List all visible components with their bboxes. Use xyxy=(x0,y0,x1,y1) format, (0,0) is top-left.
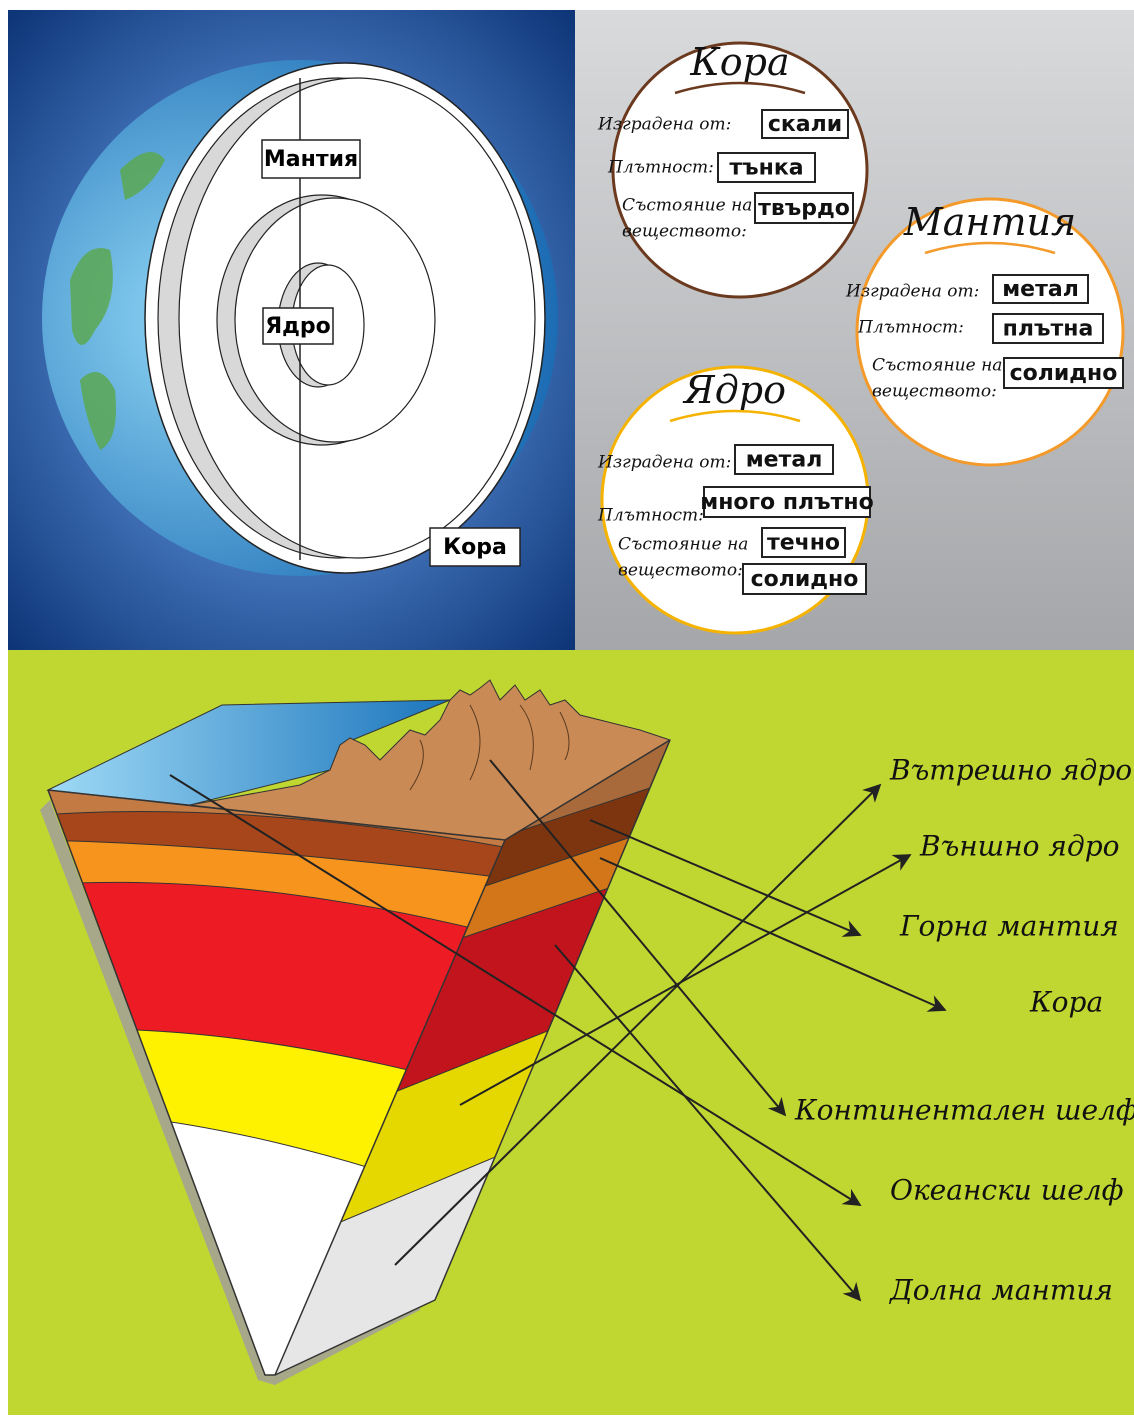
answer-box xyxy=(761,109,849,139)
arrows xyxy=(169,759,947,1302)
layer-lines xyxy=(48,811,505,1221)
cards: Кора Изградена от: скали Плътност: тънка Съст… xyxy=(597,40,1125,635)
answer-box xyxy=(992,313,1104,344)
arrow xyxy=(394,783,882,1266)
answer: метал xyxy=(746,448,823,473)
crust-label: Кора xyxy=(443,535,507,560)
answer: тънка xyxy=(729,156,803,181)
row-label: Плътност: xyxy=(607,158,714,178)
row-label: Състояние на xyxy=(622,196,752,216)
row-label: Изградена от: xyxy=(597,453,731,473)
layer-label: Кора xyxy=(1029,986,1103,1019)
label-box xyxy=(262,307,334,345)
block-outline xyxy=(47,739,671,1376)
layer-label: Океански шелф xyxy=(890,1174,1124,1207)
answer: метал xyxy=(1002,277,1079,302)
card-circle xyxy=(855,197,1125,467)
row-label: Изградена от: xyxy=(845,282,979,302)
answer-box xyxy=(754,192,854,224)
card-title: Кора xyxy=(689,40,789,84)
row-label: веществото: xyxy=(872,382,997,402)
layer-label: Долна мантия xyxy=(888,1274,1113,1307)
answer-box xyxy=(1003,357,1124,389)
arrow xyxy=(599,857,947,1012)
answer-box xyxy=(992,274,1089,304)
card-title: Мантия xyxy=(903,200,1076,244)
answer-box xyxy=(717,152,816,183)
row-label: Състояние на xyxy=(872,356,1002,376)
answer: течно xyxy=(767,531,840,556)
answer: солидно xyxy=(751,567,859,592)
arrow xyxy=(459,854,912,1106)
arrow xyxy=(554,944,862,1302)
title-arc xyxy=(669,409,801,423)
row-label: Плътност: xyxy=(857,318,964,338)
mountain-lines xyxy=(409,704,570,791)
title-arc xyxy=(924,241,1056,255)
layer-label: Континентален шелф xyxy=(794,1094,1134,1127)
title-arc xyxy=(674,81,806,95)
row-label: веществото: xyxy=(618,561,743,581)
answer: плътна xyxy=(1003,317,1094,342)
card-title: Ядро xyxy=(682,368,786,412)
arrow xyxy=(589,819,862,937)
row-label: Плътност: xyxy=(597,506,704,526)
answer: много плътно xyxy=(700,490,873,515)
answer-box xyxy=(761,527,846,558)
row-label: Състояние на xyxy=(618,535,748,555)
arrow xyxy=(489,759,787,1117)
block-shadow xyxy=(40,800,420,1385)
answer: солидно xyxy=(1010,361,1118,386)
layer-label: Вътрешно ядро xyxy=(889,754,1132,787)
arrow xyxy=(169,774,862,1206)
answer: скали xyxy=(768,112,842,137)
row-label: веществото: xyxy=(622,222,747,242)
layer-label: Външно ядро xyxy=(919,830,1119,863)
core-label: Ядро xyxy=(265,314,331,339)
land xyxy=(189,679,672,841)
layer-labels: Вътрешно ядро Външно ядро Горна мантия Кора… xyxy=(794,754,1134,1307)
answer-box xyxy=(742,563,867,595)
answer: твърдо xyxy=(758,196,850,221)
row-label: Изградена от: xyxy=(597,115,731,135)
continents xyxy=(70,152,165,450)
label-box xyxy=(429,527,521,567)
layer-label: Горна мантия xyxy=(899,910,1119,943)
answer-box xyxy=(703,486,871,518)
mantle-label: Мантия xyxy=(264,147,358,172)
layer-dark-brown xyxy=(48,790,505,880)
label-box xyxy=(261,139,361,179)
answer-box xyxy=(734,444,834,475)
